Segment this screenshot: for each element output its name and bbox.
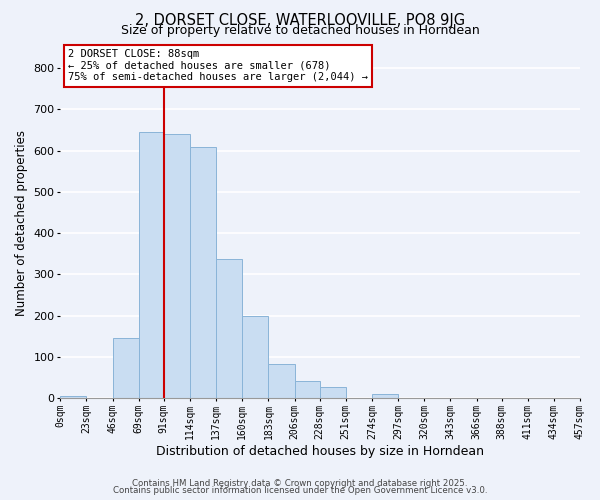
Bar: [372, 394, 398, 398]
Y-axis label: Number of detached properties: Number of detached properties: [15, 130, 28, 316]
Text: 2 DORSET CLOSE: 88sqm
← 25% of detached houses are smaller (678)
75% of semi-det: 2 DORSET CLOSE: 88sqm ← 25% of detached …: [68, 50, 368, 82]
Text: Contains public sector information licensed under the Open Government Licence v3: Contains public sector information licen…: [113, 486, 487, 495]
Bar: [164, 134, 190, 398]
Bar: [216, 258, 242, 398]
Bar: [295, 381, 320, 398]
Bar: [242, 316, 268, 398]
Text: Contains HM Land Registry data © Crown copyright and database right 2025.: Contains HM Land Registry data © Crown c…: [132, 478, 468, 488]
Bar: [320, 387, 346, 398]
Bar: [190, 146, 216, 398]
Bar: [268, 364, 295, 398]
X-axis label: Distribution of detached houses by size in Horndean: Distribution of detached houses by size …: [156, 444, 484, 458]
Bar: [113, 338, 139, 398]
Text: Size of property relative to detached houses in Horndean: Size of property relative to detached ho…: [121, 24, 479, 37]
Text: 2, DORSET CLOSE, WATERLOOVILLE, PO8 9JG: 2, DORSET CLOSE, WATERLOOVILLE, PO8 9JG: [135, 12, 465, 28]
Bar: [60, 396, 86, 398]
Bar: [139, 132, 164, 398]
